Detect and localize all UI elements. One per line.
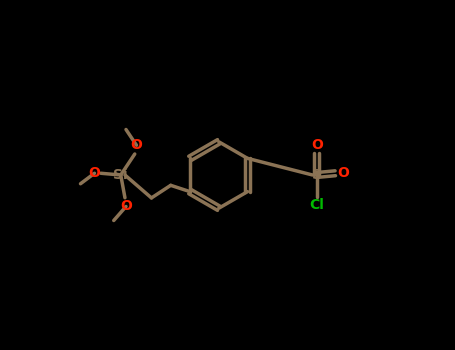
Text: S: S: [312, 168, 322, 182]
Text: O: O: [311, 138, 323, 152]
Text: O: O: [337, 166, 349, 180]
Text: O: O: [131, 138, 142, 152]
Text: Cl: Cl: [309, 198, 324, 212]
Text: O: O: [89, 166, 101, 180]
Text: Si: Si: [113, 168, 128, 182]
Text: O: O: [120, 199, 132, 213]
